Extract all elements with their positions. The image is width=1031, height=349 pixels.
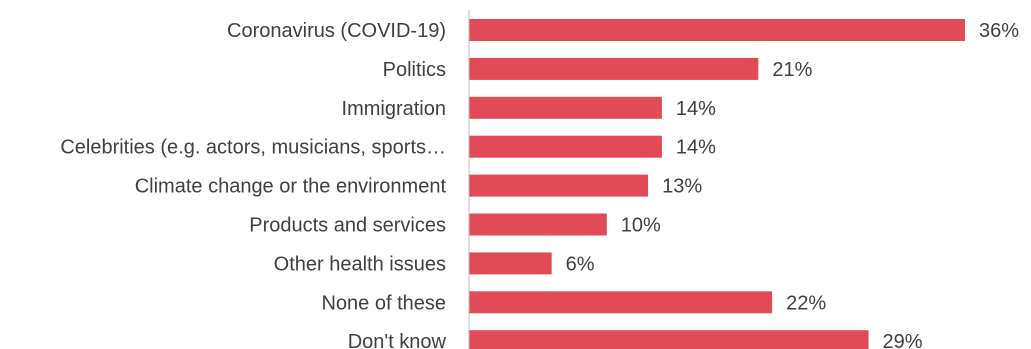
bars	[469, 19, 965, 349]
category-label: Celebrities (e.g. actors, musicians, spo…	[60, 137, 446, 159]
category-label: Immigration	[342, 98, 446, 120]
value-label: 36%	[979, 20, 1019, 42]
bar	[469, 135, 662, 158]
bar	[469, 57, 759, 80]
value-label: 14%	[676, 137, 716, 159]
value-label: 14%	[676, 98, 716, 120]
bar	[469, 213, 607, 236]
category-label: Don't know	[348, 331, 447, 349]
value-label: 29%	[883, 331, 923, 349]
category-label: Politics	[383, 59, 446, 81]
bar	[469, 291, 773, 314]
category-label: Climate change or the environment	[135, 176, 447, 198]
value-label: 22%	[786, 292, 826, 314]
bar	[469, 96, 662, 119]
category-label: Other health issues	[274, 253, 446, 275]
value-label: 10%	[621, 215, 661, 237]
value-label: 13%	[662, 176, 702, 198]
category-labels: Coronavirus (COVID-19) Politics Immigratio…	[60, 20, 446, 349]
bar	[469, 174, 649, 197]
bar	[469, 252, 552, 275]
bar	[469, 19, 965, 41]
category-label: Coronavirus (COVID-19)	[227, 20, 446, 42]
category-label: Products and services	[249, 215, 446, 237]
value-labels: 36% 21% 14% 14% 13%10% 6% 22% 29%	[566, 20, 1020, 349]
bar	[469, 330, 869, 349]
value-label: 21%	[772, 59, 812, 81]
value-label: 6%	[566, 253, 595, 275]
category-label: None of these	[321, 292, 446, 314]
